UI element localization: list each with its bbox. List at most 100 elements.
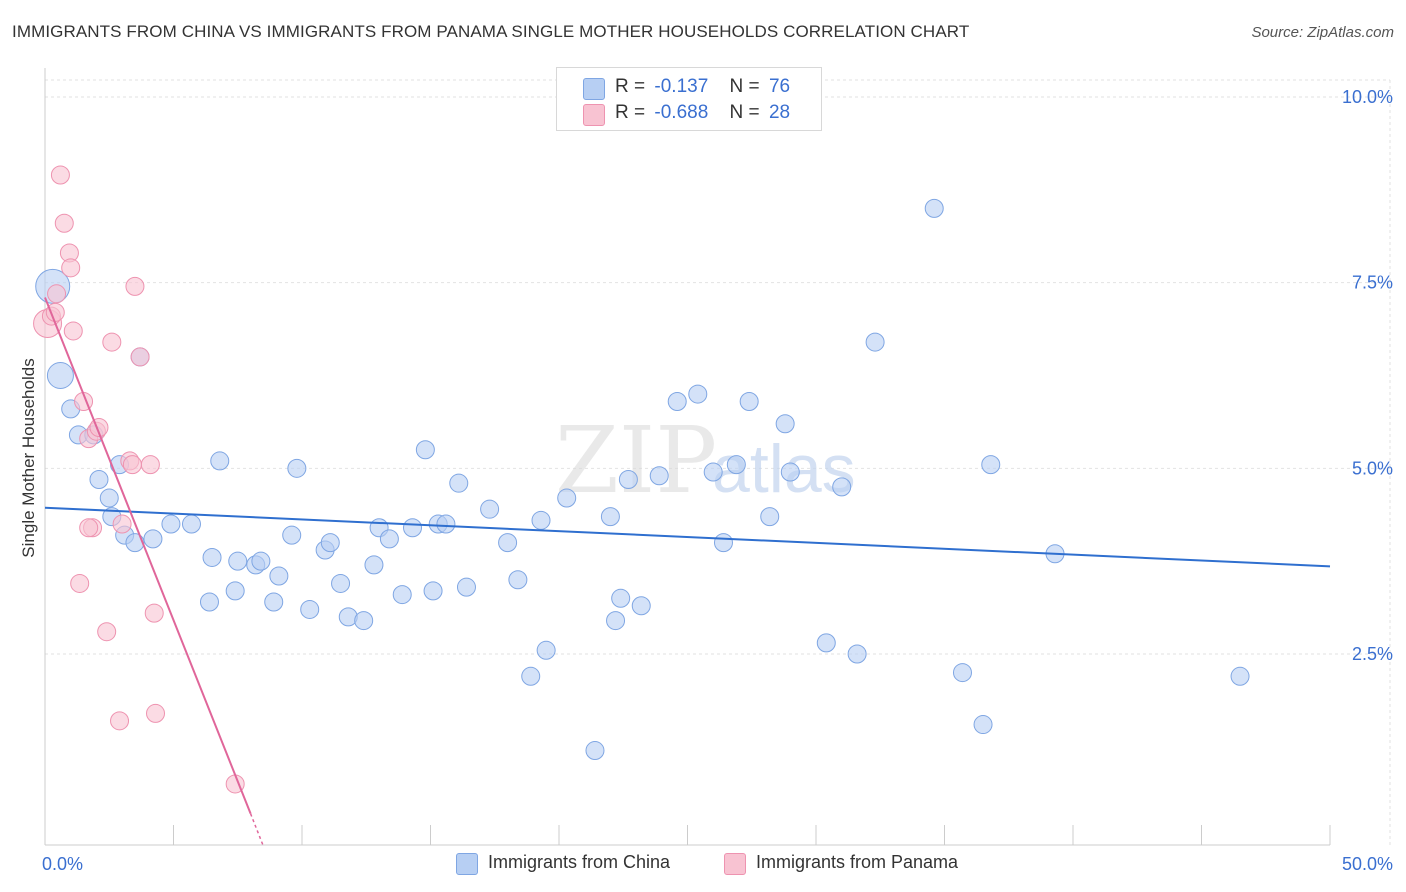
china-point xyxy=(703,462,723,482)
china-point xyxy=(618,469,638,489)
china-point xyxy=(423,581,443,601)
panama-point xyxy=(79,518,99,538)
panama-point xyxy=(50,165,70,185)
panama-point xyxy=(63,321,83,341)
china-point xyxy=(331,573,351,593)
china-point xyxy=(649,466,669,486)
china-point xyxy=(354,611,374,631)
panama-point xyxy=(140,455,160,475)
china-point xyxy=(952,663,972,683)
legend-panama-r-value: -0.688 xyxy=(654,102,709,123)
y-tick-label: 7.5% xyxy=(1352,273,1393,293)
china-point xyxy=(210,451,230,471)
china-point xyxy=(924,198,944,218)
china-point xyxy=(89,469,109,489)
china-point xyxy=(415,440,435,460)
bottom-legend-swatch-panama xyxy=(724,853,746,875)
panama-point xyxy=(125,276,145,296)
china-point xyxy=(449,473,469,493)
china-point xyxy=(300,599,320,619)
panama-point xyxy=(122,455,142,475)
legend-panama-n-value: 28 xyxy=(768,102,791,123)
china-point xyxy=(611,588,631,608)
source-label: Source: ZipAtlas.com xyxy=(1251,24,1394,41)
china-point xyxy=(264,592,284,612)
bottom-legend-label-panama: Immigrants from Panama xyxy=(756,852,959,872)
panama-point xyxy=(144,603,164,623)
china-point xyxy=(199,592,219,612)
legend-china-r-value: -0.137 xyxy=(654,76,709,97)
trend-lines xyxy=(44,297,1331,847)
china-point xyxy=(379,529,399,549)
legend-china-n-value: 76 xyxy=(768,76,791,97)
china-point xyxy=(480,499,500,519)
china-point xyxy=(228,551,248,571)
watermark-zip: ZIP xyxy=(555,407,717,514)
china-point xyxy=(739,391,759,411)
china-point xyxy=(161,514,181,534)
china-point xyxy=(667,391,687,411)
china-point xyxy=(364,555,384,575)
china-point xyxy=(269,566,289,586)
china-point xyxy=(403,518,423,538)
panama-point xyxy=(146,703,166,723)
panama-point xyxy=(97,622,117,642)
y-axis-label: Single Mother Households xyxy=(19,358,38,557)
china-point xyxy=(775,414,795,434)
panama-point xyxy=(110,711,130,731)
china-point xyxy=(981,455,1001,475)
china-point xyxy=(606,611,626,631)
china-point xyxy=(760,507,780,527)
china-point xyxy=(780,462,800,482)
legend-china-n-label: N = xyxy=(729,76,760,97)
china-point xyxy=(865,332,885,352)
china-point xyxy=(531,510,551,530)
china-point xyxy=(436,514,456,534)
x-tick-label: 50.0% xyxy=(1342,854,1393,874)
china-point xyxy=(392,585,412,605)
bottom-legend-label-china: Immigrants from China xyxy=(488,852,671,872)
panama-trend-line xyxy=(44,297,252,815)
china-point xyxy=(847,644,867,664)
china-point xyxy=(521,666,541,686)
china-point xyxy=(282,525,302,545)
panama-trend-extension xyxy=(249,813,265,847)
legend-swatch-china xyxy=(583,78,605,100)
bottom-legend-swatch-china xyxy=(456,853,478,875)
china-point xyxy=(600,507,620,527)
panama-point xyxy=(70,573,90,593)
china-trend-line xyxy=(44,506,1331,568)
watermark: ZIP atlas xyxy=(555,407,856,514)
legend-china-r-label: R = xyxy=(615,76,646,97)
y-tick-label: 2.5% xyxy=(1352,644,1393,664)
china-point xyxy=(1230,666,1250,686)
china-point xyxy=(456,577,476,597)
china-point xyxy=(973,715,993,735)
panama-point xyxy=(61,258,81,278)
legend-swatch-panama xyxy=(583,104,605,126)
china-point xyxy=(713,533,733,553)
correlation-legend: R = -0.137 N = 76 R = -0.688 N = 28 xyxy=(556,67,822,131)
china-point xyxy=(125,533,145,553)
china-point xyxy=(287,458,307,478)
panama-point xyxy=(102,332,122,352)
china-point xyxy=(202,547,222,567)
china-point xyxy=(585,741,605,761)
panama-point xyxy=(130,347,150,367)
legend-panama-r-label: R = xyxy=(615,102,646,123)
china-point xyxy=(225,581,245,601)
panama-point xyxy=(47,284,67,304)
china-point xyxy=(143,529,163,549)
legend-panama-n-label: N = xyxy=(729,102,760,123)
china-point xyxy=(181,514,201,534)
y-tick-label: 10.0% xyxy=(1342,87,1393,107)
china-point xyxy=(46,362,74,389)
china-point xyxy=(498,533,518,553)
china-point xyxy=(832,477,852,497)
chart-title: IMMIGRANTS FROM CHINA VS IMMIGRANTS FROM… xyxy=(12,22,970,41)
china-point xyxy=(688,384,708,404)
china-point xyxy=(536,640,556,660)
china-point xyxy=(726,455,746,475)
china-point xyxy=(508,570,528,590)
